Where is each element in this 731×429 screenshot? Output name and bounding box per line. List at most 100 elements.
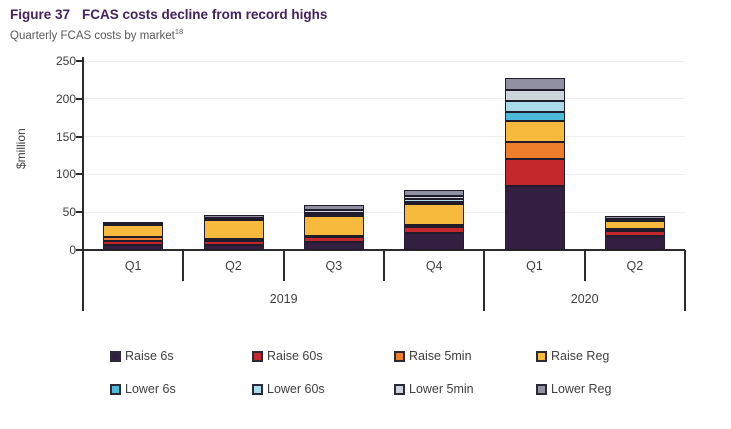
quarter-separator [182, 250, 185, 281]
legend-swatch-icon [110, 350, 121, 362]
bar-segment-raise-5min [303, 236, 364, 238]
plot-right-boundary [684, 250, 686, 311]
bar-segment-lower-5min [504, 90, 565, 101]
legend-item-raise-6s: Raise 6s [110, 346, 252, 366]
y-tick-label: 150 [55, 129, 76, 144]
legend-item-lower-reg: Lower Reg [536, 379, 678, 399]
legend-label: Lower Reg [551, 382, 612, 396]
y-tick-mark [76, 249, 82, 251]
quarter-separator [583, 250, 586, 281]
bar-segment-lower-reg [604, 216, 665, 219]
y-tick-label: 50 [62, 205, 76, 220]
bar-segment-raise-reg [303, 216, 364, 236]
y-tick-mark [76, 97, 82, 100]
bar-segment-raise-60s [203, 241, 264, 245]
bar-segment-lower-60s [404, 199, 465, 202]
legend-item-lower-5min: Lower 5min [394, 379, 536, 399]
bar-segment-raise-reg [504, 121, 565, 142]
bar-segment-raise-6s [604, 236, 665, 250]
legend-label: Raise 60s [267, 349, 323, 363]
y-tick-label: 0 [69, 243, 76, 257]
bar-segment-lower-reg [203, 215, 264, 218]
bar-segment-raise-reg [404, 204, 465, 225]
gridline [83, 98, 685, 100]
legend-swatch-icon [536, 383, 547, 395]
bar-segment-lower-5min [303, 210, 364, 213]
legend-item-raise-60s: Raise 60s [252, 346, 394, 366]
bar-segment-lower-5min [404, 196, 465, 199]
legend-label: Lower 5min [409, 382, 474, 396]
legend-item-lower-6s: Lower 6s [110, 379, 252, 399]
subtitle-text: Quarterly FCAS costs by market [10, 29, 175, 42]
gridline [83, 136, 685, 138]
bar-segment-raise-reg [604, 221, 665, 229]
legend-label: Raise Reg [551, 349, 610, 363]
bar-segment-raise-reg [203, 220, 264, 239]
legend-item-raise-5min: Raise 5min [394, 346, 536, 366]
bar-segment-lower-reg [404, 190, 465, 196]
year-separator [483, 250, 486, 311]
figure-number: Figure 37 [10, 7, 71, 22]
legend-swatch-icon [252, 383, 263, 395]
x-year-label: 2019 [269, 292, 298, 306]
legend-label: Lower 60s [267, 382, 325, 396]
bar-segment-raise-6s [103, 245, 164, 250]
x-category-label: Q2 [626, 259, 644, 273]
bar-segment-raise-60s [504, 159, 565, 186]
bar-segment-raise-reg [103, 225, 164, 237]
bar-segment-raise-5min [504, 142, 565, 159]
x-category-label: Q3 [325, 259, 343, 273]
x-category-label: Q4 [425, 259, 443, 273]
legend-label: Lower 6s [125, 382, 176, 396]
gridline [83, 173, 685, 175]
bar-segment-raise-6s [303, 242, 364, 250]
bar-segment-raise-6s [203, 245, 264, 250]
bar-segment-raise-6s [504, 186, 565, 250]
bar-segment-raise-5min [404, 225, 465, 227]
bar-segment-raise-5min [604, 229, 665, 231]
legend-swatch-icon [394, 350, 405, 362]
y-tick-mark [76, 211, 82, 214]
legend-swatch-icon [110, 383, 121, 395]
legend-item-lower-60s: Lower 60s [252, 379, 394, 399]
quarter-separator [282, 250, 285, 281]
bar-segment-raise-5min [203, 239, 264, 241]
bar-segment-lower-6s [404, 202, 465, 204]
y-tick-label: 200 [55, 91, 76, 106]
bar-segment-lower-5min [604, 219, 665, 221]
gridline [83, 211, 685, 213]
bar-segment-raise-6s [404, 233, 465, 250]
legend-label: Raise 6s [125, 349, 174, 363]
bar-segment-raise-60s [103, 241, 164, 245]
y-tick-mark [76, 60, 82, 62]
quarter-separator [383, 250, 385, 281]
legend-label: Raise 5min [409, 349, 472, 363]
bar-segment-lower-60s [504, 101, 565, 112]
bar-segment-lower-6s [303, 215, 364, 217]
figure-title: FCAS costs decline from record highs [82, 7, 328, 22]
y-tick-mark [76, 135, 82, 138]
bar-segment-raise-60s [404, 227, 465, 233]
bar-segment-raise-60s [604, 231, 665, 236]
figure-title-row: Figure 37 FCAS costs decline from record … [10, 6, 327, 24]
legend-swatch-icon [394, 383, 405, 395]
y-tick-mark [76, 173, 82, 176]
legend-swatch-icon [252, 350, 263, 362]
gridline [83, 60, 685, 62]
footnote-reference: 18 [174, 27, 184, 36]
bar-segment-lower-reg [103, 222, 164, 224]
bar-segment-raise-5min [103, 237, 164, 241]
chart-legend: Raise 6s Raise 60s Raise 5min Raise Reg Lowe… [110, 346, 678, 399]
figure-subtitle: Quarterly FCAS costs by market18 [10, 27, 183, 42]
x-year-label: 2020 [570, 292, 599, 306]
y-axis-line [82, 57, 84, 311]
bar-segment-lower-5min [203, 218, 264, 220]
x-category-label: Q2 [225, 259, 242, 273]
bar-segment-lower-6s [504, 112, 565, 121]
bar-segment-lower-60s [303, 213, 364, 215]
y-tick-label: 250 [55, 54, 76, 68]
y-axis-label: $million [14, 128, 28, 169]
x-category-label: Q1 [124, 259, 142, 273]
legend-item-raise-reg: Raise Reg [536, 346, 678, 366]
